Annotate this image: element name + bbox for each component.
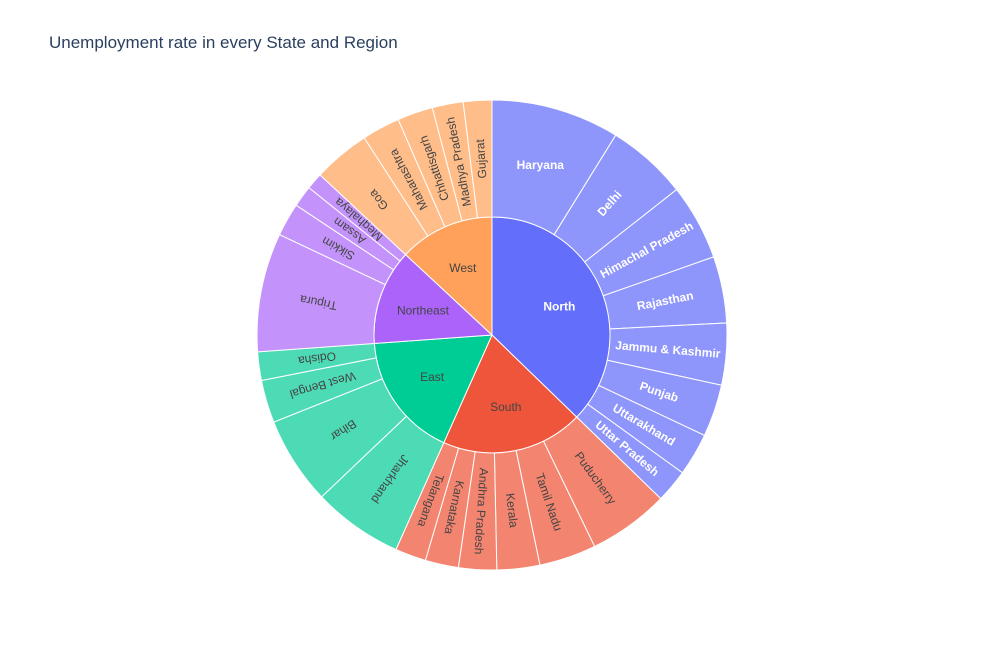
state-label-tripura: Tripura xyxy=(298,292,338,313)
region-label-west: West xyxy=(449,261,477,275)
region-label-east: East xyxy=(420,370,445,384)
state-label-haryana: Haryana xyxy=(517,158,565,172)
state-slice-gujarat[interactable] xyxy=(462,99,493,219)
state-label-gujarat: Gujarat xyxy=(473,138,489,179)
state-label-andhra-pradesh: Andhra Pradesh xyxy=(471,467,490,554)
region-label-northeast: Northeast xyxy=(397,304,450,318)
state-label-odisha: Odisha xyxy=(297,349,337,368)
region-label-south: South xyxy=(490,400,521,414)
state-label-kerala: Kerala xyxy=(503,492,521,528)
chart-title: Unemployment rate in every State and Reg… xyxy=(49,33,398,52)
region-label-north: North xyxy=(543,299,575,313)
